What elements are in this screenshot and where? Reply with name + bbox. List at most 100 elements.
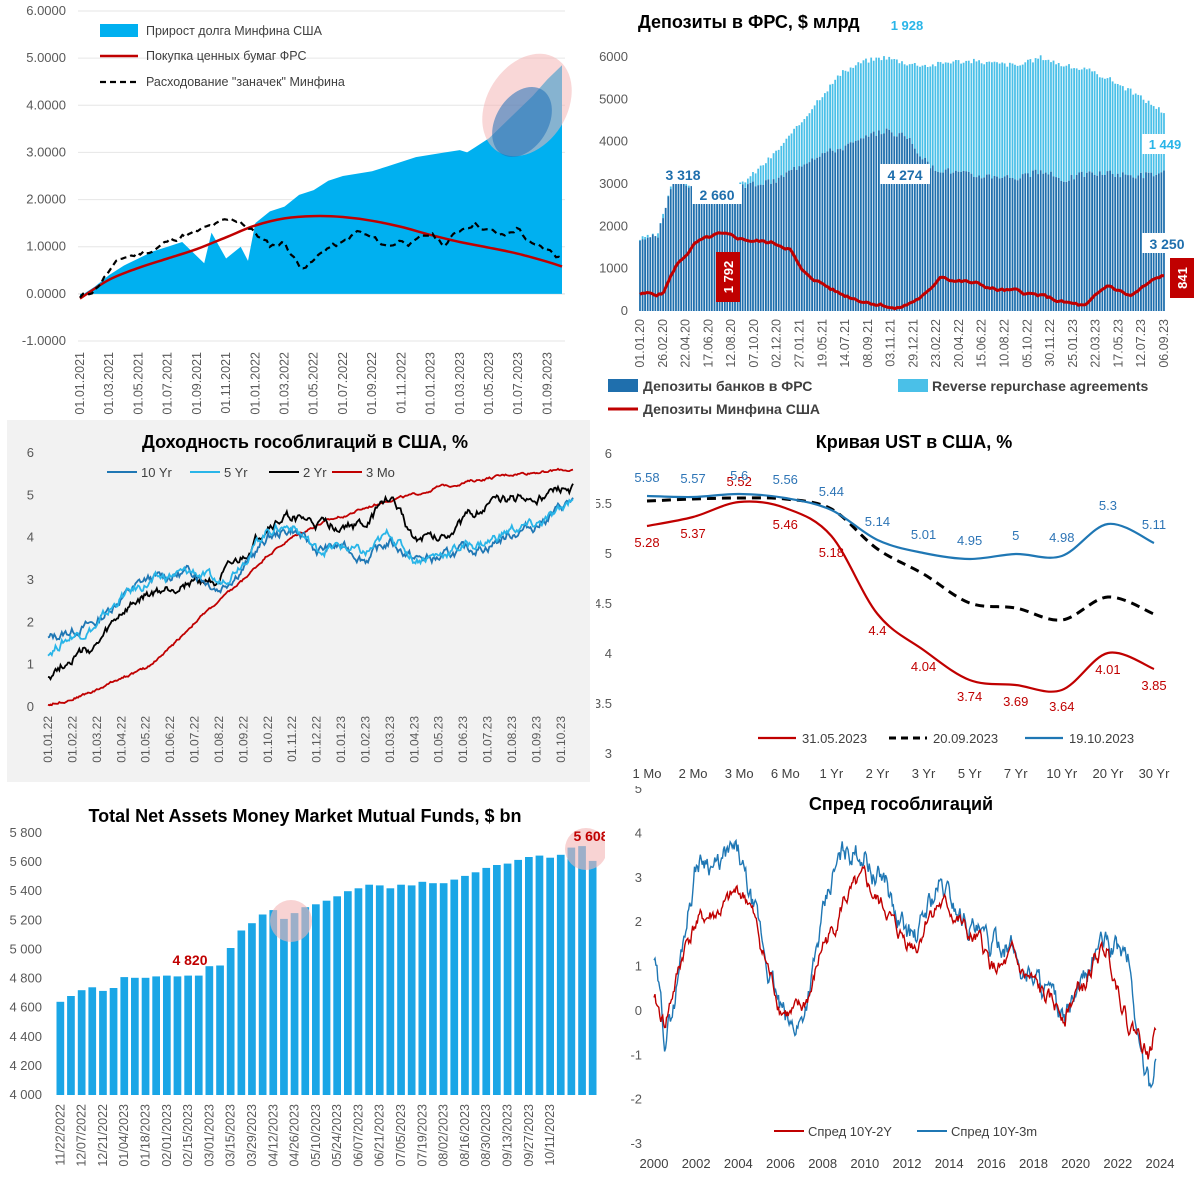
bar-gap <box>872 57 873 311</box>
bar-rrp <box>896 59 898 137</box>
bar-banks <box>996 176 998 311</box>
bar <box>429 883 437 1095</box>
bar-gap <box>1098 74 1099 311</box>
x-tick-label: 07.10.20 <box>747 319 761 368</box>
y-tick-label: 5 200 <box>9 912 42 927</box>
bar-rrp <box>857 62 860 141</box>
bar-banks <box>880 134 883 311</box>
bar-banks <box>952 172 955 311</box>
x-tick-label: 12/07/2022 <box>75 1104 89 1167</box>
x-tick-label: 02.12.20 <box>770 319 784 368</box>
bar-banks <box>821 153 824 311</box>
bar-banks <box>1088 171 1091 311</box>
bar-banks <box>960 171 962 311</box>
bar <box>269 910 278 1095</box>
bar-banks <box>942 172 944 311</box>
x-tick-label: 07/05/2023 <box>394 1104 408 1167</box>
x-tick-label: 12.08.20 <box>724 319 738 368</box>
bar-rrp <box>685 183 688 186</box>
bar <box>56 1001 65 1095</box>
x-tick-label: 12/21/2022 <box>96 1104 110 1167</box>
bar-banks <box>949 173 952 311</box>
data-label: 5.3 <box>1099 498 1117 513</box>
bar-gap <box>656 236 658 311</box>
legend-swatch-banks <box>608 379 638 392</box>
bar-banks <box>1011 178 1014 311</box>
bar <box>333 896 341 1095</box>
bar-banks <box>788 170 790 311</box>
bar-rrp <box>926 67 929 162</box>
bar-rrp <box>842 70 844 151</box>
bar-banks <box>985 174 988 311</box>
x-tick-label: 2010 <box>850 1156 879 1171</box>
x-tick-label: 2008 <box>808 1156 837 1171</box>
bar-banks <box>793 166 795 311</box>
bar-banks <box>849 142 852 311</box>
bar-rrp <box>1060 66 1063 181</box>
bar-gap <box>779 149 781 311</box>
bar-rrp <box>957 60 960 172</box>
bar-rrp <box>852 67 855 143</box>
bar-rrp <box>870 57 873 134</box>
bar-rrp <box>1129 88 1132 176</box>
y-tick-label: 0 <box>27 699 34 714</box>
bar-banks <box>675 172 677 311</box>
bar-rrp <box>1016 65 1019 181</box>
bar-rrp <box>1104 78 1106 175</box>
bar-banks <box>852 142 855 311</box>
bar-rrp <box>641 236 644 240</box>
bar-rrp <box>885 59 888 129</box>
bar-banks <box>736 191 739 311</box>
bar-rrp <box>803 119 806 165</box>
bar-banks <box>860 138 862 311</box>
x-tick-label: 01.02.23 <box>358 716 372 763</box>
bar-banks <box>983 177 986 311</box>
bar-rrp <box>806 116 808 164</box>
bar-banks <box>759 184 762 311</box>
bar-banks <box>649 237 652 311</box>
bar-gap <box>985 64 986 311</box>
bar-gap <box>836 79 837 311</box>
x-tick-label: 6 Mo <box>771 766 800 781</box>
bar-rrp <box>1032 62 1034 171</box>
bar-banks <box>998 178 1001 311</box>
y-tick-label: 4000 <box>599 134 628 149</box>
x-tick-label: 01.05.2022 <box>307 352 321 415</box>
bar <box>301 907 310 1095</box>
bar-rrp <box>772 153 775 179</box>
bar <box>184 975 192 1095</box>
bar <box>77 990 86 1095</box>
bar-rrp <box>839 75 842 149</box>
bar-rrp <box>651 233 654 235</box>
legend-label: 10 Yr <box>141 465 173 480</box>
bar-banks <box>1024 173 1027 311</box>
bar-banks <box>1001 177 1004 311</box>
bar-rrp <box>659 223 662 224</box>
bar-rrp <box>978 60 980 176</box>
bar-gap <box>1000 63 1002 311</box>
series-31.05.2023-line <box>646 500 1155 693</box>
x-tick-label: 01.01.23 <box>334 716 348 763</box>
bar-banks <box>857 140 860 311</box>
bar <box>194 975 203 1095</box>
bar-rrp <box>1057 63 1060 178</box>
bar-rrp <box>949 63 952 174</box>
annotation-4820: 4 820 <box>172 952 207 968</box>
bar-rrp <box>1019 65 1022 179</box>
bar <box>365 884 373 1095</box>
x-tick-label: 06.09.23 <box>1157 319 1171 368</box>
bar-gap <box>831 84 832 311</box>
x-tick-label: 01.12.22 <box>310 716 324 763</box>
series-treasury-stash-line <box>79 217 563 299</box>
y-tick-label: 5 600 <box>9 854 42 869</box>
bar-rrp <box>1083 67 1086 177</box>
x-tick-label: 04/12/2023 <box>266 1104 280 1167</box>
legend: Депозиты банков в ФРС Reverse repurchase… <box>608 378 1149 417</box>
bar-banks <box>1032 170 1034 311</box>
bar <box>546 857 554 1095</box>
bar-banks <box>875 135 878 311</box>
bar-rrp <box>1027 59 1029 174</box>
x-tick-label: 08/16/2023 <box>458 1104 472 1167</box>
bar-banks <box>988 174 991 311</box>
legend-label-rrp: Reverse repurchase agreements <box>932 378 1149 394</box>
